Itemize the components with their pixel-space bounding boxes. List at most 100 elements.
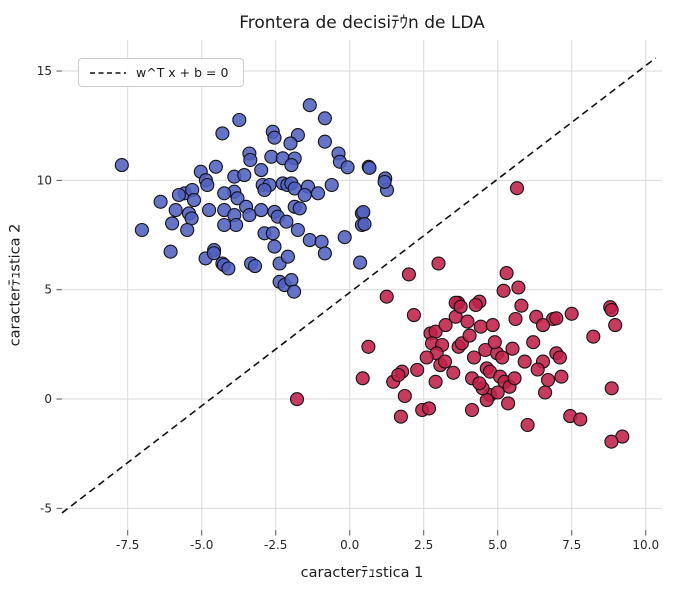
scatter-point-class0 <box>317 246 332 261</box>
scatter-point-class1 <box>437 354 453 369</box>
scatter-point-class1 <box>401 267 416 282</box>
scatter-point-class0 <box>280 249 295 264</box>
scatter-point-class1 <box>526 335 541 350</box>
scatter-point-class1 <box>379 289 394 304</box>
scatter-point-class1 <box>460 314 475 329</box>
scatter-point-class1 <box>499 266 514 281</box>
scatter-point-class0 <box>284 273 299 288</box>
scatter-point-class1 <box>468 297 483 313</box>
scatter-point-class0 <box>267 239 282 254</box>
scatter-point-class1 <box>397 388 412 404</box>
y-tick-label: 0 <box>44 392 52 406</box>
scatter-point-class0 <box>230 191 245 206</box>
scatter-point-class1 <box>604 381 619 396</box>
scatter-point-class1 <box>431 256 446 271</box>
scatter-point-class0 <box>310 186 326 201</box>
scatter-point-class1 <box>419 350 434 365</box>
scatter-point-class0 <box>362 160 377 175</box>
scatter-point-class1 <box>573 412 588 427</box>
scatter-point-class1 <box>410 362 425 377</box>
x-tick-label: 7.5 <box>562 538 581 552</box>
scatter-point-class1 <box>446 365 461 380</box>
scatter-point-class0 <box>208 159 223 174</box>
dashed-line-sample <box>90 71 126 74</box>
scatter-point-class0 <box>206 246 221 261</box>
scatter-point-class1 <box>586 329 601 344</box>
scatter-point-class0 <box>290 222 305 238</box>
scatter-point-class0 <box>264 149 279 164</box>
scatter-point-class0 <box>217 186 232 201</box>
scatter-point-class0 <box>215 126 230 141</box>
scatter-point-class0 <box>168 203 183 218</box>
scatter-point-class1 <box>490 385 505 400</box>
scatter-point-class0 <box>171 187 186 203</box>
scatter-point-class0 <box>279 214 294 229</box>
scatter-point-class1 <box>464 402 480 418</box>
scatter-point-class0 <box>217 217 232 233</box>
scatter-point-class1 <box>554 369 569 384</box>
scatter-point-class1 <box>538 385 553 400</box>
legend: w^T x + b = 0 <box>78 58 244 87</box>
scatter-point-class1 <box>508 311 523 327</box>
y-axis-label: caracterﾃｭstica 2 <box>7 223 24 347</box>
scatter-point-class1 <box>535 318 551 333</box>
scatter-point-class0 <box>186 193 202 208</box>
x-tick-label: 10.0 <box>632 538 659 552</box>
x-tick-label: -5.0 <box>190 538 213 552</box>
scatter-point-class0 <box>134 222 149 238</box>
scatter-point-class0 <box>302 98 317 113</box>
x-tick-label: 2.5 <box>414 538 433 552</box>
scatter-point-class0 <box>257 182 272 198</box>
scatter-point-class1 <box>487 335 502 350</box>
scatter-point-class1 <box>501 396 516 411</box>
scatter-point-class1 <box>496 283 511 298</box>
scatter-point-class0 <box>254 163 269 178</box>
decision-boundary-line <box>61 57 657 514</box>
scatter-point-class0 <box>317 134 332 149</box>
scatter-point-class1 <box>564 306 579 321</box>
x-tick-label: 0.0 <box>340 538 359 552</box>
scatter-point-class1 <box>453 299 468 314</box>
scatter-point-class1 <box>495 350 510 365</box>
scatter-point-class0 <box>302 233 317 248</box>
scatter-point-class0 <box>232 112 247 128</box>
scatter-point-class0 <box>265 226 280 241</box>
scatter-point-class0 <box>184 211 199 226</box>
scatter-point-class1 <box>552 350 567 365</box>
scatter-point-class1 <box>289 392 305 407</box>
scatter-point-class0 <box>237 168 252 183</box>
scatter-point-class0 <box>114 158 129 173</box>
scatter-point-class0 <box>242 208 257 223</box>
scatter-point-class1 <box>604 302 619 318</box>
x-tick-label: 5.0 <box>488 538 507 552</box>
scatter-point-class1 <box>466 350 482 365</box>
y-tick-label: -5 <box>40 501 52 515</box>
scatter-point-class1 <box>514 298 529 313</box>
legend-label: w^T x + b = 0 <box>136 65 229 80</box>
scatter-point-class1 <box>438 318 453 333</box>
scatter-point-class0 <box>229 217 244 233</box>
scatter-point-class1 <box>520 417 535 433</box>
scatter-point-class1 <box>549 311 564 326</box>
scatter-point-class0 <box>283 136 298 151</box>
scatter-point-class0 <box>287 284 302 299</box>
scatter-point-class1 <box>406 308 421 323</box>
scatter-point-class0 <box>284 158 299 173</box>
scatter-point-class1 <box>462 328 477 343</box>
scatter-point-class1 <box>355 371 370 386</box>
scatter-point-class0 <box>297 187 312 203</box>
scatter-point-class0 <box>180 222 195 238</box>
scatter-point-class0 <box>200 177 215 193</box>
x-axis-label: caracterﾃｭstica 1 <box>300 565 424 581</box>
x-tick-label: -7.5 <box>116 538 139 552</box>
scatter-point-class1 <box>361 339 376 354</box>
scatter-point-class0 <box>221 261 236 276</box>
scatter-point-class0 <box>247 259 263 274</box>
scatter-point-class0 <box>163 244 178 259</box>
scatter-point-class0 <box>202 203 217 218</box>
scatter-point-class1 <box>540 372 556 388</box>
y-tick-label: 10 <box>37 173 52 187</box>
scatter-point-class1 <box>509 181 525 196</box>
scatter-point-class1 <box>517 354 532 369</box>
